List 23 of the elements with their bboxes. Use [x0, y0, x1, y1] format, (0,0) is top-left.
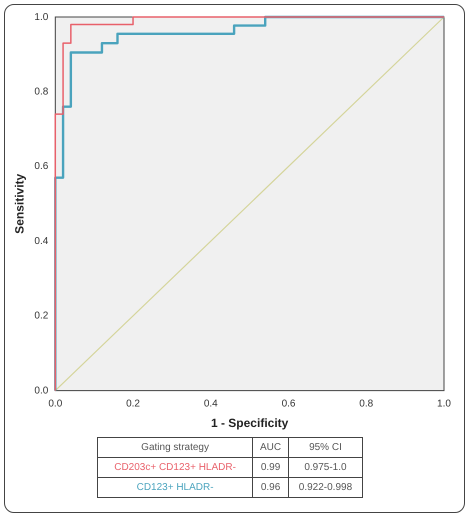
- y-tick-label: 1.0: [34, 12, 49, 23]
- text: 0.975-1.0: [288, 458, 362, 478]
- y-tick-label: 0.6: [34, 161, 49, 172]
- x-tick-label: 1.0: [437, 398, 452, 410]
- y-tick-label: 0.0: [34, 385, 49, 396]
- y-axis-title: Sensitivity: [12, 173, 27, 234]
- text: 0.99: [252, 458, 288, 478]
- y-tick-label: 0.4: [34, 236, 49, 247]
- y-tick-label: 0.8: [34, 86, 49, 98]
- text: 95% CI: [288, 438, 362, 458]
- y-tick-label: 0.2: [34, 310, 49, 322]
- x-tick-label: 0.4: [204, 398, 218, 410]
- text: CD203c+ CD123+ HLADR-: [98, 458, 253, 478]
- text: AUC: [252, 438, 288, 458]
- x-tick-label: 0.6: [282, 398, 296, 410]
- text: 0.96: [252, 478, 288, 498]
- x-axis-title: 1 - Specificity: [210, 416, 289, 430]
- x-tick-label: 0.2: [126, 398, 140, 410]
- text: Gating strategy: [98, 438, 253, 458]
- text: CD123+ HLADR-: [98, 478, 253, 498]
- text: 0.922-0.998: [288, 478, 362, 498]
- x-tick-label: 0.0: [48, 398, 63, 410]
- x-tick-label: 0.8: [359, 398, 374, 410]
